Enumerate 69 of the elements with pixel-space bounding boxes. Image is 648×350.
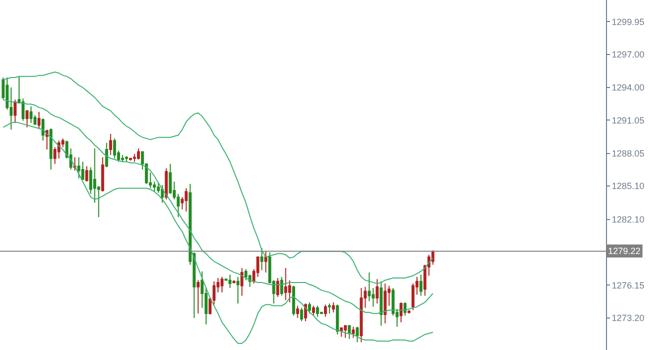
candlestick <box>196 280 200 314</box>
candlestick <box>328 302 331 314</box>
candlestick <box>184 188 188 212</box>
candlestick <box>384 283 387 324</box>
candlestick <box>30 106 33 124</box>
candlestick <box>164 168 168 200</box>
candlestick <box>49 128 52 170</box>
candlestick <box>292 285 296 316</box>
candlestick <box>105 142 108 168</box>
candlestick <box>276 278 280 298</box>
candlestick <box>14 99 17 124</box>
candlestick <box>85 166 88 182</box>
candlestick <box>125 156 128 162</box>
candlestick <box>240 268 244 296</box>
line-series <box>2 121 434 344</box>
candlestick <box>324 304 327 318</box>
candlestick <box>264 250 268 273</box>
candlestick <box>81 161 84 180</box>
candlestick <box>121 154 124 162</box>
candlestick <box>236 276 240 304</box>
candlestick <box>312 305 315 316</box>
candlestick <box>300 307 304 322</box>
candlestick <box>348 325 351 340</box>
candlestick <box>404 302 407 316</box>
candlestick <box>316 305 319 318</box>
candlestick <box>220 276 224 293</box>
candlestick <box>26 110 29 128</box>
y-tick-label: 1276.15 <box>612 280 644 290</box>
line-series <box>2 71 434 284</box>
candlestick <box>38 111 40 129</box>
y-tick-label: 1291.05 <box>612 115 644 126</box>
y-tick-label: 1294.00 <box>612 82 644 93</box>
candlestick <box>232 280 236 284</box>
candlestick <box>77 156 80 179</box>
candlestick <box>260 248 264 271</box>
candlestick <box>160 184 164 204</box>
y-tick-label: 1282.10 <box>612 214 644 224</box>
candlestick <box>340 327 343 338</box>
y-tick-label: 1297.00 <box>612 49 644 60</box>
candlestick <box>356 326 359 343</box>
y-tick-label: 1285.10 <box>612 181 644 192</box>
y-tick-label: 1299.95 <box>612 16 644 27</box>
candlestick <box>419 274 422 296</box>
candlestick <box>101 156 104 192</box>
candlestick <box>336 304 339 335</box>
candlestick <box>284 268 288 301</box>
candlestick <box>376 278 379 304</box>
candlestick <box>45 129 48 150</box>
candlestick <box>42 118 44 142</box>
candlestick <box>280 276 284 296</box>
y-tick-label: 1288.05 <box>612 148 644 159</box>
y-tick-label: 1273.20 <box>612 313 644 324</box>
candlestick <box>400 302 403 323</box>
candlestick <box>113 138 116 159</box>
candlestick <box>296 305 300 318</box>
candlestick <box>344 325 347 338</box>
candlestick <box>408 310 410 314</box>
candlestick <box>228 274 232 288</box>
candlestick <box>380 280 383 326</box>
candlestick <box>136 148 140 160</box>
candlestick <box>332 302 335 313</box>
candlestick <box>129 158 132 162</box>
candlestick <box>352 326 355 338</box>
candlestick <box>304 302 308 322</box>
candlestick <box>109 134 112 156</box>
candlestick <box>308 302 312 314</box>
line-series <box>2 99 434 314</box>
candlestick <box>73 156 76 172</box>
ref-line-label: 1279.22 <box>608 246 641 256</box>
